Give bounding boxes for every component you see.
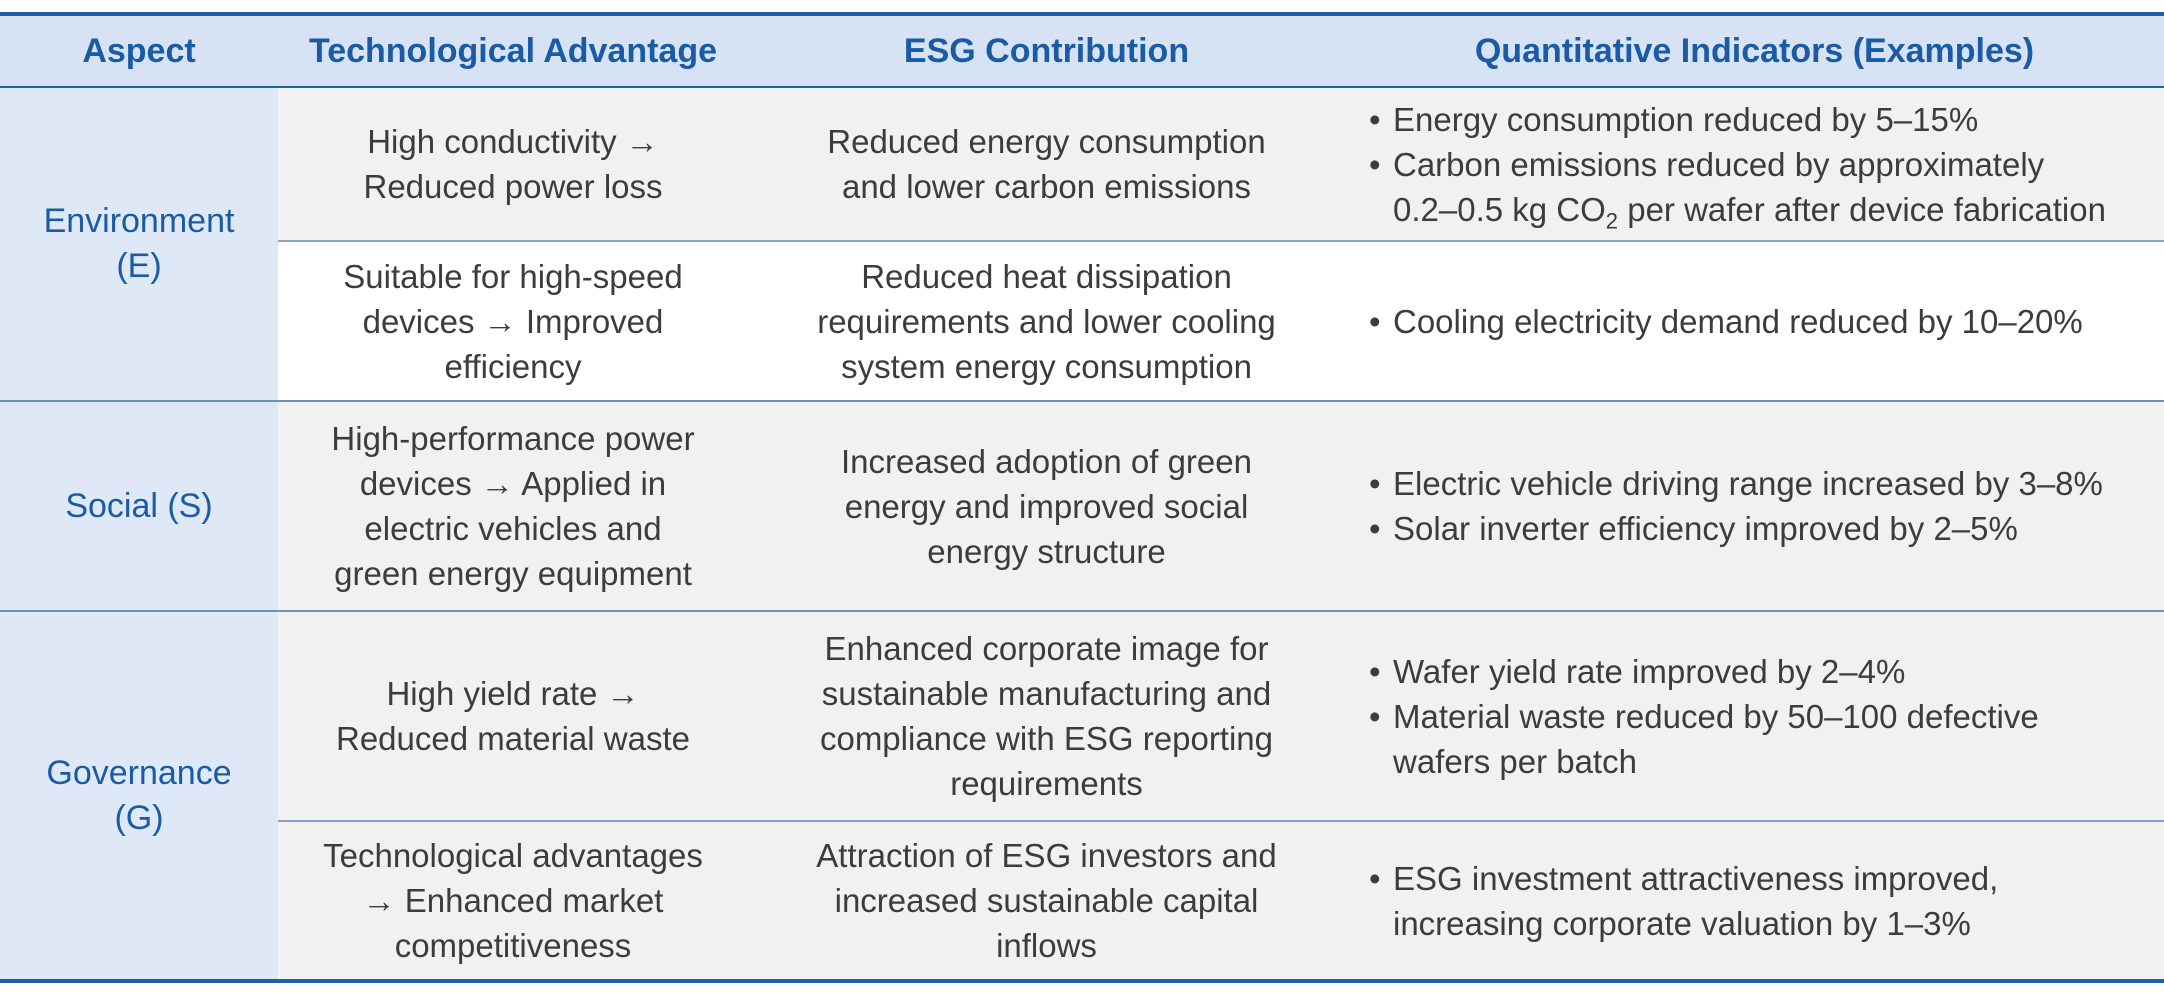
quant-indicators-cell: Energy consumption reduced by 5–15% Carb…	[1345, 87, 2164, 241]
esg-contribution-cell: Enhanced corporate image for sustainable…	[748, 610, 1345, 821]
table-row: Environment (E) High conductivity → Redu…	[0, 87, 2164, 401]
header-aspect: Aspect	[0, 14, 278, 88]
header-quantitative-indicators: Quantitative Indicators (Examples)	[1345, 14, 2164, 88]
header-technological-advantage: Technological Advantage	[278, 14, 748, 88]
aspect-social: Social (S)	[0, 400, 278, 611]
table-row: Technological advantages → Enhanced mark…	[0, 820, 2164, 981]
table-row: Governance (G) High yield rate → Reduced…	[0, 610, 2164, 981]
esg-contribution-cell: Reduced energy consumption and lower car…	[748, 87, 1345, 241]
tech-advantage-cell: High yield rate → Reduced material waste	[278, 610, 748, 821]
table-row: Suitable for high-speed devices → Improv…	[0, 240, 2164, 401]
tech-advantage-cell: Suitable for high-speed devices → Improv…	[278, 240, 748, 401]
bullet-item: Energy consumption reduced by 5–15%	[1369, 97, 2154, 142]
table-header-row: Aspect Technological Advantage ESG Contr…	[0, 14, 2164, 88]
aspect-governance: Governance (G)	[0, 610, 278, 981]
tech-advantage-cell: High conductivity → Reduced power loss	[278, 87, 748, 241]
tech-advantage-cell: Technological advantages → Enhanced mark…	[278, 820, 748, 981]
quant-indicators-cell: ESG investment attractiveness improved, …	[1345, 820, 2164, 981]
quant-indicators-cell: Wafer yield rate improved by 2–4% Materi…	[1345, 610, 2164, 821]
aspect-environment: Environment (E)	[0, 87, 278, 401]
tech-advantage-cell: High-performance power devices → Applied…	[278, 400, 748, 611]
bullet-item: ESG investment attractiveness improved, …	[1369, 856, 2154, 946]
bullet-item: Carbon emissions reduced by approximatel…	[1369, 142, 2154, 232]
bullet-item: Material waste reduced by 50–100 defecti…	[1369, 694, 2154, 784]
esg-contribution-cell: Reduced heat dissipation requirements an…	[748, 240, 1345, 401]
esg-contribution-cell: Attraction of ESG investors and increase…	[748, 820, 1345, 981]
bullet-item: Electric vehicle driving range increased…	[1369, 461, 2154, 506]
esg-contribution-cell: Increased adoption of green energy and i…	[748, 400, 1345, 611]
esg-table: Aspect Technological Advantage ESG Contr…	[0, 12, 2164, 983]
quant-indicators-cell: Electric vehicle driving range increased…	[1345, 400, 2164, 611]
header-esg-contribution: ESG Contribution	[748, 14, 1345, 88]
bullet-item: Cooling electricity demand reduced by 10…	[1369, 299, 2154, 344]
quant-indicators-cell: Cooling electricity demand reduced by 10…	[1345, 240, 2164, 401]
table-row: Social (S) High-performance power device…	[0, 400, 2164, 611]
bullet-item: Wafer yield rate improved by 2–4%	[1369, 649, 2154, 694]
bullet-item: Solar inverter efficiency improved by 2–…	[1369, 506, 2154, 551]
